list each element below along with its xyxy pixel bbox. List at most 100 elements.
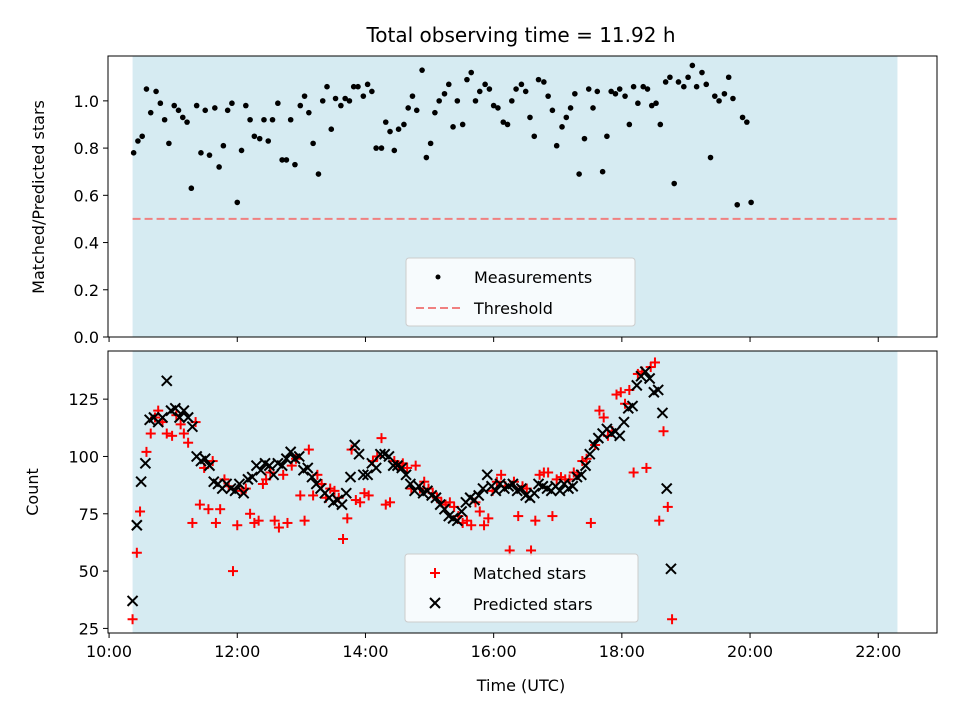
predicted-star-point <box>515 482 528 495</box>
measurement-point <box>721 90 728 97</box>
matched-star-point <box>210 517 221 528</box>
measurement-point <box>147 109 154 116</box>
x-tick-label: 18:00 <box>599 642 645 661</box>
measurement-point <box>139 133 145 140</box>
measurement-point <box>739 114 746 121</box>
predicted-star-point <box>618 416 630 428</box>
bottom-y-ticks: 25 50 75 100 125 <box>68 390 108 638</box>
predicted-star-point <box>229 485 241 497</box>
measurement-point <box>369 88 375 95</box>
measurement-point <box>315 171 322 177</box>
matched-star-point <box>667 614 678 625</box>
matched-star-point <box>598 412 609 423</box>
measurement-point <box>699 69 705 76</box>
matched-star-point <box>135 506 146 517</box>
matched-star-point <box>299 515 310 526</box>
measurement-point <box>527 114 533 121</box>
measurement-point <box>553 142 560 149</box>
top-y-tick-label: 0.4 <box>74 234 99 253</box>
measurement-point <box>734 201 741 208</box>
predicted-star-point <box>413 480 425 492</box>
predicted-star-point <box>481 469 493 481</box>
legend-predicted-label: Predicted stars <box>473 595 593 614</box>
measurement-point <box>373 145 379 151</box>
matched-star-point <box>363 490 374 501</box>
matched-star-point <box>161 428 172 439</box>
top-x-ticks <box>108 337 879 342</box>
measurement-point <box>324 83 330 90</box>
legend-threshold-label: Threshold <box>473 299 553 318</box>
measurement-point <box>391 147 398 154</box>
measurement-point <box>130 150 137 156</box>
measurement-point <box>490 102 497 109</box>
matched-star-point <box>295 490 306 501</box>
bottom-y-tick-label: 50 <box>79 562 99 581</box>
measurement-point <box>234 199 241 206</box>
matched-star-point <box>410 460 421 471</box>
measurement-point <box>275 100 281 107</box>
measurement-point <box>541 79 547 85</box>
top-legend: Measurements Threshold <box>405 257 636 327</box>
measurement-point <box>675 79 682 85</box>
measurement-point <box>212 105 218 111</box>
predicted-star-point <box>656 407 669 419</box>
bottom-y-tick-label: 75 <box>79 505 99 524</box>
measurement-point <box>535 76 542 83</box>
measurement-point <box>689 62 696 69</box>
predicted-star-point <box>665 563 677 575</box>
measurement-point <box>427 140 434 147</box>
top-y-tick-label: 0.2 <box>74 281 99 300</box>
top-y-tick-label: 0.0 <box>74 328 99 347</box>
x-tick-label: 14:00 <box>342 642 388 661</box>
matched-star-point <box>178 428 189 439</box>
matched-star-point <box>615 387 626 398</box>
measurement-point <box>202 107 209 114</box>
measurement-point <box>251 133 258 140</box>
matched-star-point <box>628 467 639 478</box>
measurement-point <box>604 133 610 140</box>
bottom-legend: Matched stars Predicted stars <box>404 553 639 623</box>
matched-star-point <box>402 462 413 473</box>
measurement-point <box>725 74 732 81</box>
measurement-point <box>472 98 479 104</box>
measurement-point <box>247 116 253 123</box>
matched-star-point <box>273 522 284 533</box>
measurement-point <box>360 93 367 99</box>
measurement-point <box>224 107 231 114</box>
measurement-point <box>256 135 263 142</box>
top-plot-frame <box>107 55 938 338</box>
measurement-point <box>220 142 227 149</box>
legend-plus-mark <box>430 568 440 578</box>
measurement-point <box>522 88 529 95</box>
measurement-points <box>130 62 754 208</box>
measurement-point <box>269 116 276 123</box>
measurement-point <box>559 124 565 130</box>
measurement-point <box>482 81 488 88</box>
x-tick-label: 16:00 <box>471 642 517 661</box>
measurement-point <box>401 121 407 128</box>
predicted-star-point <box>639 365 652 378</box>
bottom-y-tick-label: 125 <box>68 390 99 409</box>
measurement-point <box>545 93 551 99</box>
top-y-tick-label: 0.6 <box>74 186 99 205</box>
top-y-tick-label: 0.8 <box>74 139 99 158</box>
predicted-star-point <box>280 453 293 465</box>
measurement-point <box>454 98 461 104</box>
measurement-point <box>445 81 452 88</box>
x-tick-label: 22:00 <box>855 642 901 661</box>
predicted-star-point <box>336 498 348 511</box>
measurement-point <box>436 98 442 104</box>
legend-measurement-marker <box>435 274 441 280</box>
measurement-point <box>310 140 316 147</box>
predicted-star-point <box>451 514 464 527</box>
measurement-point <box>594 88 601 95</box>
measurement-point <box>279 157 285 163</box>
measurement-point <box>332 95 339 102</box>
measurement-point <box>549 107 556 114</box>
predicted-star-point <box>643 372 656 385</box>
matched-star-point <box>245 508 256 519</box>
legend-matched-marker <box>430 568 440 578</box>
x-tick-label: 12:00 <box>214 642 260 661</box>
measurement-point <box>572 90 578 97</box>
